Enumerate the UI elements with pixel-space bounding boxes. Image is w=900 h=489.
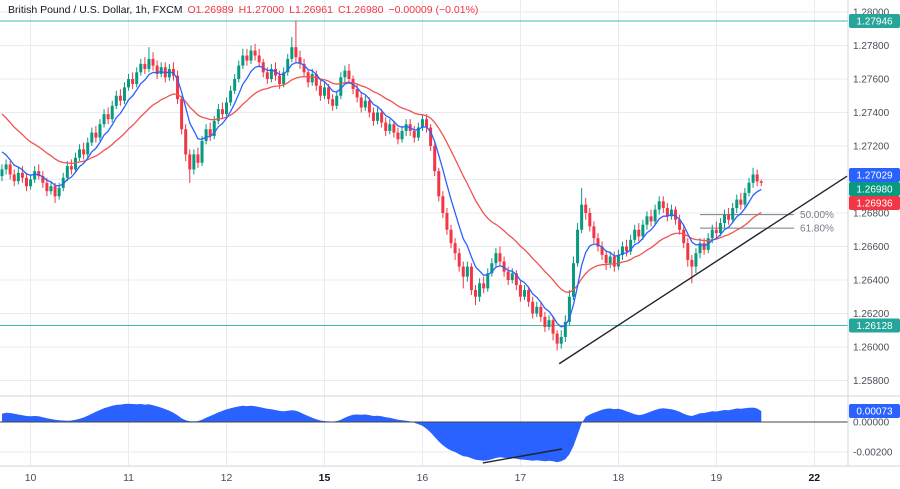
svg-text:1.25800: 1.25800 — [853, 376, 890, 387]
trend-line[interactable] — [558, 175, 848, 365]
ma-slow-line[interactable] — [1, 75, 762, 293]
chart-legend: British Pound / U.S. Dollar, 1h, FXCM O1.… — [8, 4, 478, 16]
svg-text:22: 22 — [808, 472, 820, 484]
pane-separators — [0, 0, 900, 467]
svg-text:1.27946: 1.27946 — [856, 17, 893, 28]
ohlc-close: C1.26980 — [337, 4, 384, 16]
svg-text:15: 15 — [319, 472, 331, 484]
price-badge: 1.27029 — [849, 168, 900, 182]
svg-text:1.27200: 1.27200 — [853, 142, 890, 153]
svg-text:1.27800: 1.27800 — [853, 41, 890, 52]
symbol-title[interactable]: British Pound / U.S. Dollar, 1h, FXCM — [8, 4, 183, 16]
svg-text:19: 19 — [711, 472, 723, 484]
svg-text:1.26200: 1.26200 — [853, 309, 890, 320]
svg-text:1.27600: 1.27600 — [853, 75, 890, 86]
price-badge: 1.26936 — [849, 196, 900, 210]
time-axis[interactable] — [0, 466, 900, 489]
svg-text:17: 17 — [515, 472, 527, 484]
indicator-area-series[interactable] — [2, 403, 762, 463]
price-change: −0.00009 (−0.01%) — [388, 4, 479, 16]
svg-text:18: 18 — [613, 472, 625, 484]
svg-text:10: 10 — [25, 472, 37, 484]
svg-text:16: 16 — [417, 472, 429, 484]
ohlc-low: L1.26961 — [289, 4, 333, 16]
svg-text:0.00073: 0.00073 — [856, 407, 893, 418]
svg-text:1.26000: 1.26000 — [853, 343, 890, 354]
ohlc-high: H1.27000 — [238, 4, 285, 16]
grid-lines — [0, 0, 848, 466]
svg-text:1.26128: 1.26128 — [856, 321, 893, 332]
level-price-badge: 1.26128 — [849, 318, 900, 333]
svg-text:12: 12 — [221, 472, 233, 484]
ma-fast-line[interactable] — [1, 62, 762, 328]
svg-text:1.26800: 1.26800 — [853, 209, 890, 220]
candlestick-series[interactable] — [0, 21, 763, 351]
ohlc-open: O1.26989 — [187, 4, 234, 16]
svg-text:1.26600: 1.26600 — [853, 242, 890, 253]
svg-text:1.28000: 1.28000 — [853, 8, 890, 19]
time-axis-labels: 10 11 12 15 16 17 18 19 22 — [25, 472, 821, 484]
svg-text:-0.00200: -0.00200 — [853, 448, 893, 459]
indicator-trend-line[interactable] — [482, 448, 563, 464]
price-badge: 1.26980 — [849, 182, 900, 196]
level-price-badge: 1.27946 — [849, 14, 900, 29]
svg-text:1.26980: 1.26980 — [856, 185, 893, 196]
fib-retracement[interactable]: 50.00% 61.80% — [700, 210, 834, 235]
indicator-value-badge: 0.00073 — [849, 404, 900, 419]
svg-text:1.27400: 1.27400 — [853, 108, 890, 119]
fib-level-label: 61.80% — [800, 224, 834, 235]
svg-text:1.27029: 1.27029 — [856, 171, 893, 182]
svg-text:11: 11 — [123, 472, 134, 484]
horizontal-level-lines[interactable] — [0, 20, 848, 327]
fib-level-label: 50.00% — [800, 210, 834, 221]
svg-text:0.00000: 0.00000 — [853, 418, 890, 429]
svg-text:1.26936: 1.26936 — [856, 199, 893, 210]
svg-text:1.26400: 1.26400 — [853, 276, 890, 287]
